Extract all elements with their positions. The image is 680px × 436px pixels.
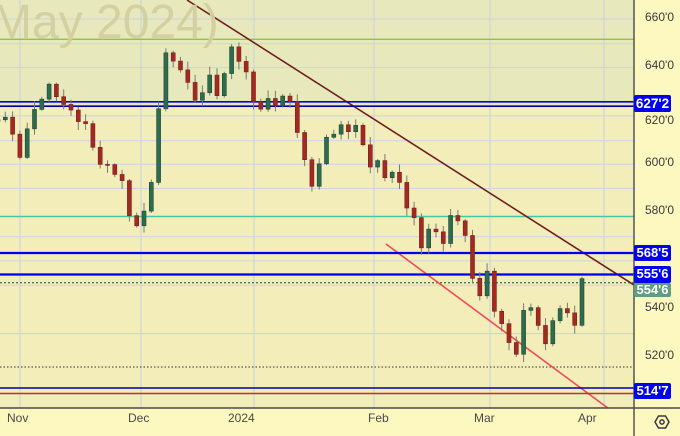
svg-text:May 2024): May 2024) bbox=[0, 0, 219, 49]
